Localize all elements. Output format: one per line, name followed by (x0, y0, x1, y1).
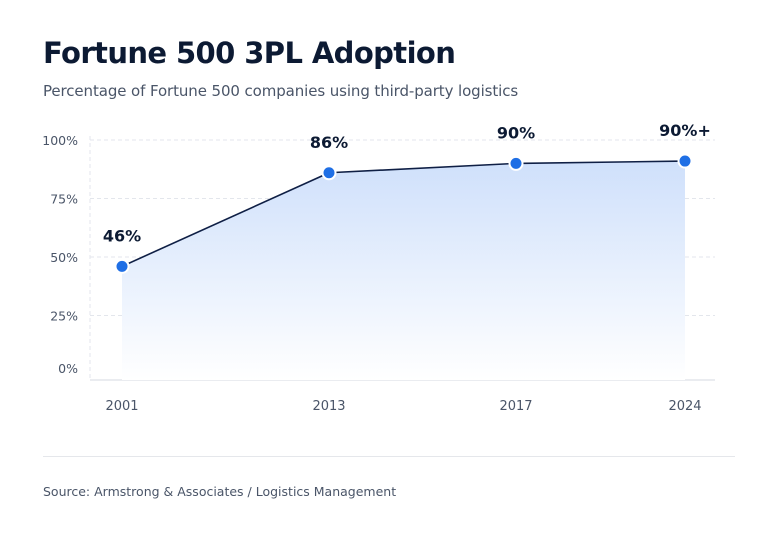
x-tick-label: 2013 (312, 399, 345, 414)
series-line-segment (121, 172, 330, 268)
series-line-segment (328, 162, 517, 174)
y-tick-label: 0% (58, 361, 78, 376)
y-tick-label: 75% (50, 192, 78, 207)
data-label: 86% (310, 133, 348, 152)
area-fill (122, 161, 685, 380)
data-label: 90%+ (659, 121, 711, 140)
data-point[interactable] (321, 165, 337, 181)
chart: 46% 86% 90% 90%+ 0% 25% 50% 75% 100% 2001 2013 201… (42, 121, 715, 414)
footer-divider (43, 456, 735, 457)
chart-subtitle: Percentage of Fortune 500 companies usin… (43, 82, 519, 100)
data-point[interactable] (677, 153, 693, 169)
y-tick-label: 100% (42, 133, 78, 148)
data-point[interactable] (508, 155, 524, 171)
x-tick-label: 2024 (668, 399, 701, 414)
source-note: Source: Armstrong & Associates / Logisti… (43, 484, 397, 499)
data-label: 46% (103, 226, 141, 245)
x-tick-label: 2017 (499, 399, 532, 414)
data-label: 90% (497, 123, 535, 142)
chart-title: Fortune 500 3PL Adoption (43, 36, 456, 70)
y-tick-label: 50% (50, 250, 78, 265)
series-line-segment (515, 160, 686, 165)
x-tick-label: 2001 (105, 399, 138, 414)
data-point[interactable] (114, 258, 130, 274)
y-tick-label: 25% (50, 309, 78, 324)
